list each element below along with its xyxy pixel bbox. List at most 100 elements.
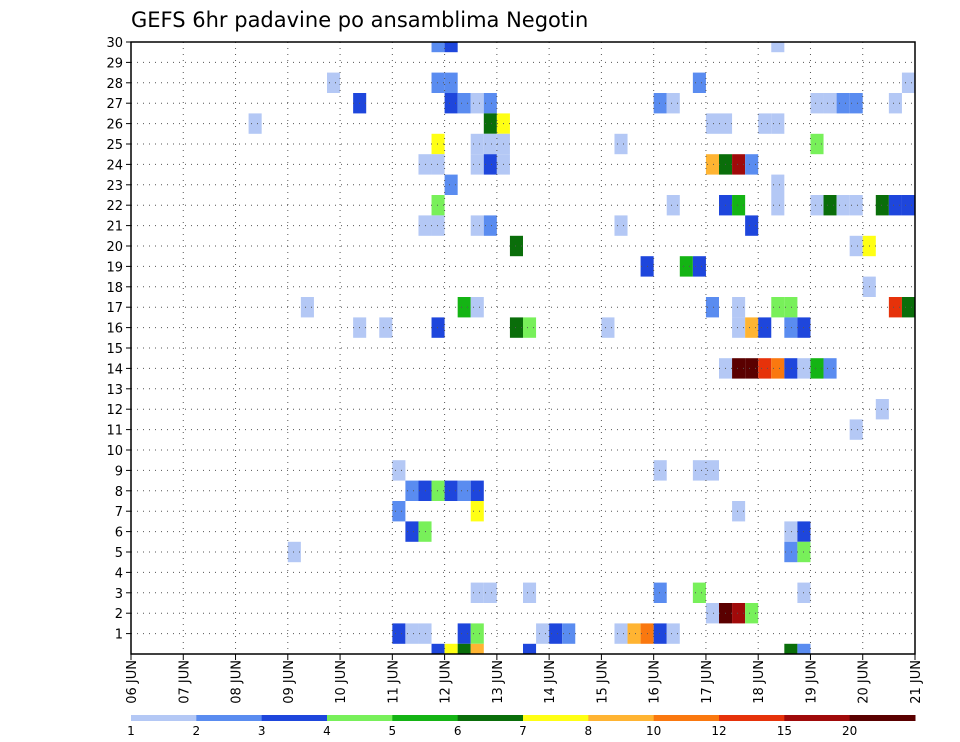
data-cell xyxy=(745,154,759,175)
data-cell xyxy=(653,623,667,644)
y-tick-label: 27 xyxy=(106,97,123,112)
y-tick-label: 26 xyxy=(106,118,123,133)
legend-label: 3 xyxy=(258,724,266,738)
data-cell xyxy=(810,133,824,155)
data-cell xyxy=(470,480,484,501)
data-cell xyxy=(732,358,746,379)
data-cell xyxy=(431,154,445,175)
x-tick-label: 11 JUN xyxy=(386,660,401,704)
legend-label: 6 xyxy=(454,724,462,738)
y-tick-label: 7 xyxy=(115,505,123,520)
legend-swatch xyxy=(849,715,916,721)
x-tick-label: 14 JUN xyxy=(543,660,558,704)
legend-label: 8 xyxy=(585,724,593,738)
data-cell xyxy=(444,93,458,114)
data-cell xyxy=(849,419,863,440)
data-cell xyxy=(823,195,837,216)
legend-swatch xyxy=(784,715,851,721)
x-tick-label: 10 JUN xyxy=(334,660,349,704)
data-cell xyxy=(823,93,837,114)
data-cell xyxy=(601,317,615,338)
data-cell xyxy=(810,358,824,379)
legend-label: 10 xyxy=(646,724,661,738)
data-cell xyxy=(392,501,406,522)
data-cell xyxy=(457,480,471,501)
data-cell xyxy=(444,42,458,53)
legend-swatch xyxy=(261,715,328,721)
data-cell xyxy=(849,235,863,257)
data-cell xyxy=(653,460,667,481)
data-cell xyxy=(483,154,497,175)
legend-label: 4 xyxy=(323,724,331,738)
y-tick-label: 1 xyxy=(115,628,123,643)
data-cell xyxy=(483,215,497,236)
y-tick-label: 3 xyxy=(115,587,123,602)
data-cell xyxy=(784,643,798,654)
data-cell xyxy=(523,317,537,338)
y-tick-label: 6 xyxy=(115,526,123,541)
x-tick-label: 18 JUN xyxy=(752,660,767,704)
x-tick-label: 16 JUN xyxy=(648,660,663,704)
data-cell xyxy=(666,195,680,216)
data-cell xyxy=(849,195,863,216)
data-cell xyxy=(784,297,798,318)
data-cell xyxy=(732,317,746,338)
data-cell xyxy=(758,317,772,338)
data-cell xyxy=(431,195,445,216)
data-cell xyxy=(431,215,445,236)
data-cell xyxy=(875,399,889,420)
legend-label: 5 xyxy=(389,724,397,738)
data-cell xyxy=(509,317,523,338)
legend-label: 20 xyxy=(842,724,857,738)
data-cell xyxy=(758,358,772,379)
data-cell xyxy=(431,317,445,338)
y-tick-label: 25 xyxy=(106,138,123,153)
data-cell xyxy=(679,256,693,277)
legend-swatch xyxy=(457,715,524,721)
x-tick-label: 17 JUN xyxy=(700,660,715,704)
data-cell xyxy=(888,93,902,114)
x-tick-label: 12 JUN xyxy=(439,660,454,704)
data-cell xyxy=(836,195,850,216)
y-tick-label: 24 xyxy=(106,158,123,173)
data-cell xyxy=(888,297,902,318)
data-cell xyxy=(523,643,537,654)
data-cell xyxy=(784,521,798,542)
y-tick-label: 29 xyxy=(106,56,123,71)
x-tick-label: 20 JUN xyxy=(857,660,872,704)
data-cell xyxy=(771,297,785,318)
legend-label: 15 xyxy=(777,724,792,738)
chart-title: GEFS 6hr padavine po ansamblima Negotin xyxy=(131,8,588,32)
y-tick-label: 10 xyxy=(106,444,123,459)
data-cell xyxy=(692,460,706,481)
data-cell xyxy=(431,72,445,93)
y-tick-label: 19 xyxy=(106,260,123,275)
data-cell xyxy=(784,358,798,379)
data-cell xyxy=(771,113,785,134)
y-tick-label: 9 xyxy=(115,464,123,479)
legend-swatch xyxy=(523,715,589,721)
data-cell xyxy=(784,541,798,563)
data-cell xyxy=(745,603,759,624)
data-cell xyxy=(536,623,550,644)
data-cell xyxy=(379,317,393,338)
data-cell xyxy=(431,42,445,53)
data-cell xyxy=(771,358,785,379)
y-tick-label: 13 xyxy=(106,383,123,398)
legend-swatch xyxy=(327,715,393,721)
data-cell xyxy=(405,480,419,501)
data-cell xyxy=(483,93,497,114)
data-cell xyxy=(692,72,706,93)
data-cell xyxy=(666,93,680,114)
y-tick-label: 14 xyxy=(106,362,123,377)
data-cell xyxy=(483,133,497,155)
data-cell xyxy=(470,133,484,155)
data-cell xyxy=(562,623,576,644)
data-cell xyxy=(705,460,719,481)
x-tick-label: 21 JUN xyxy=(909,660,924,704)
y-tick-label: 16 xyxy=(106,322,123,337)
y-tick-label: 22 xyxy=(106,199,123,214)
data-cell xyxy=(457,643,471,654)
data-cell xyxy=(732,297,746,318)
data-cell xyxy=(392,460,406,481)
